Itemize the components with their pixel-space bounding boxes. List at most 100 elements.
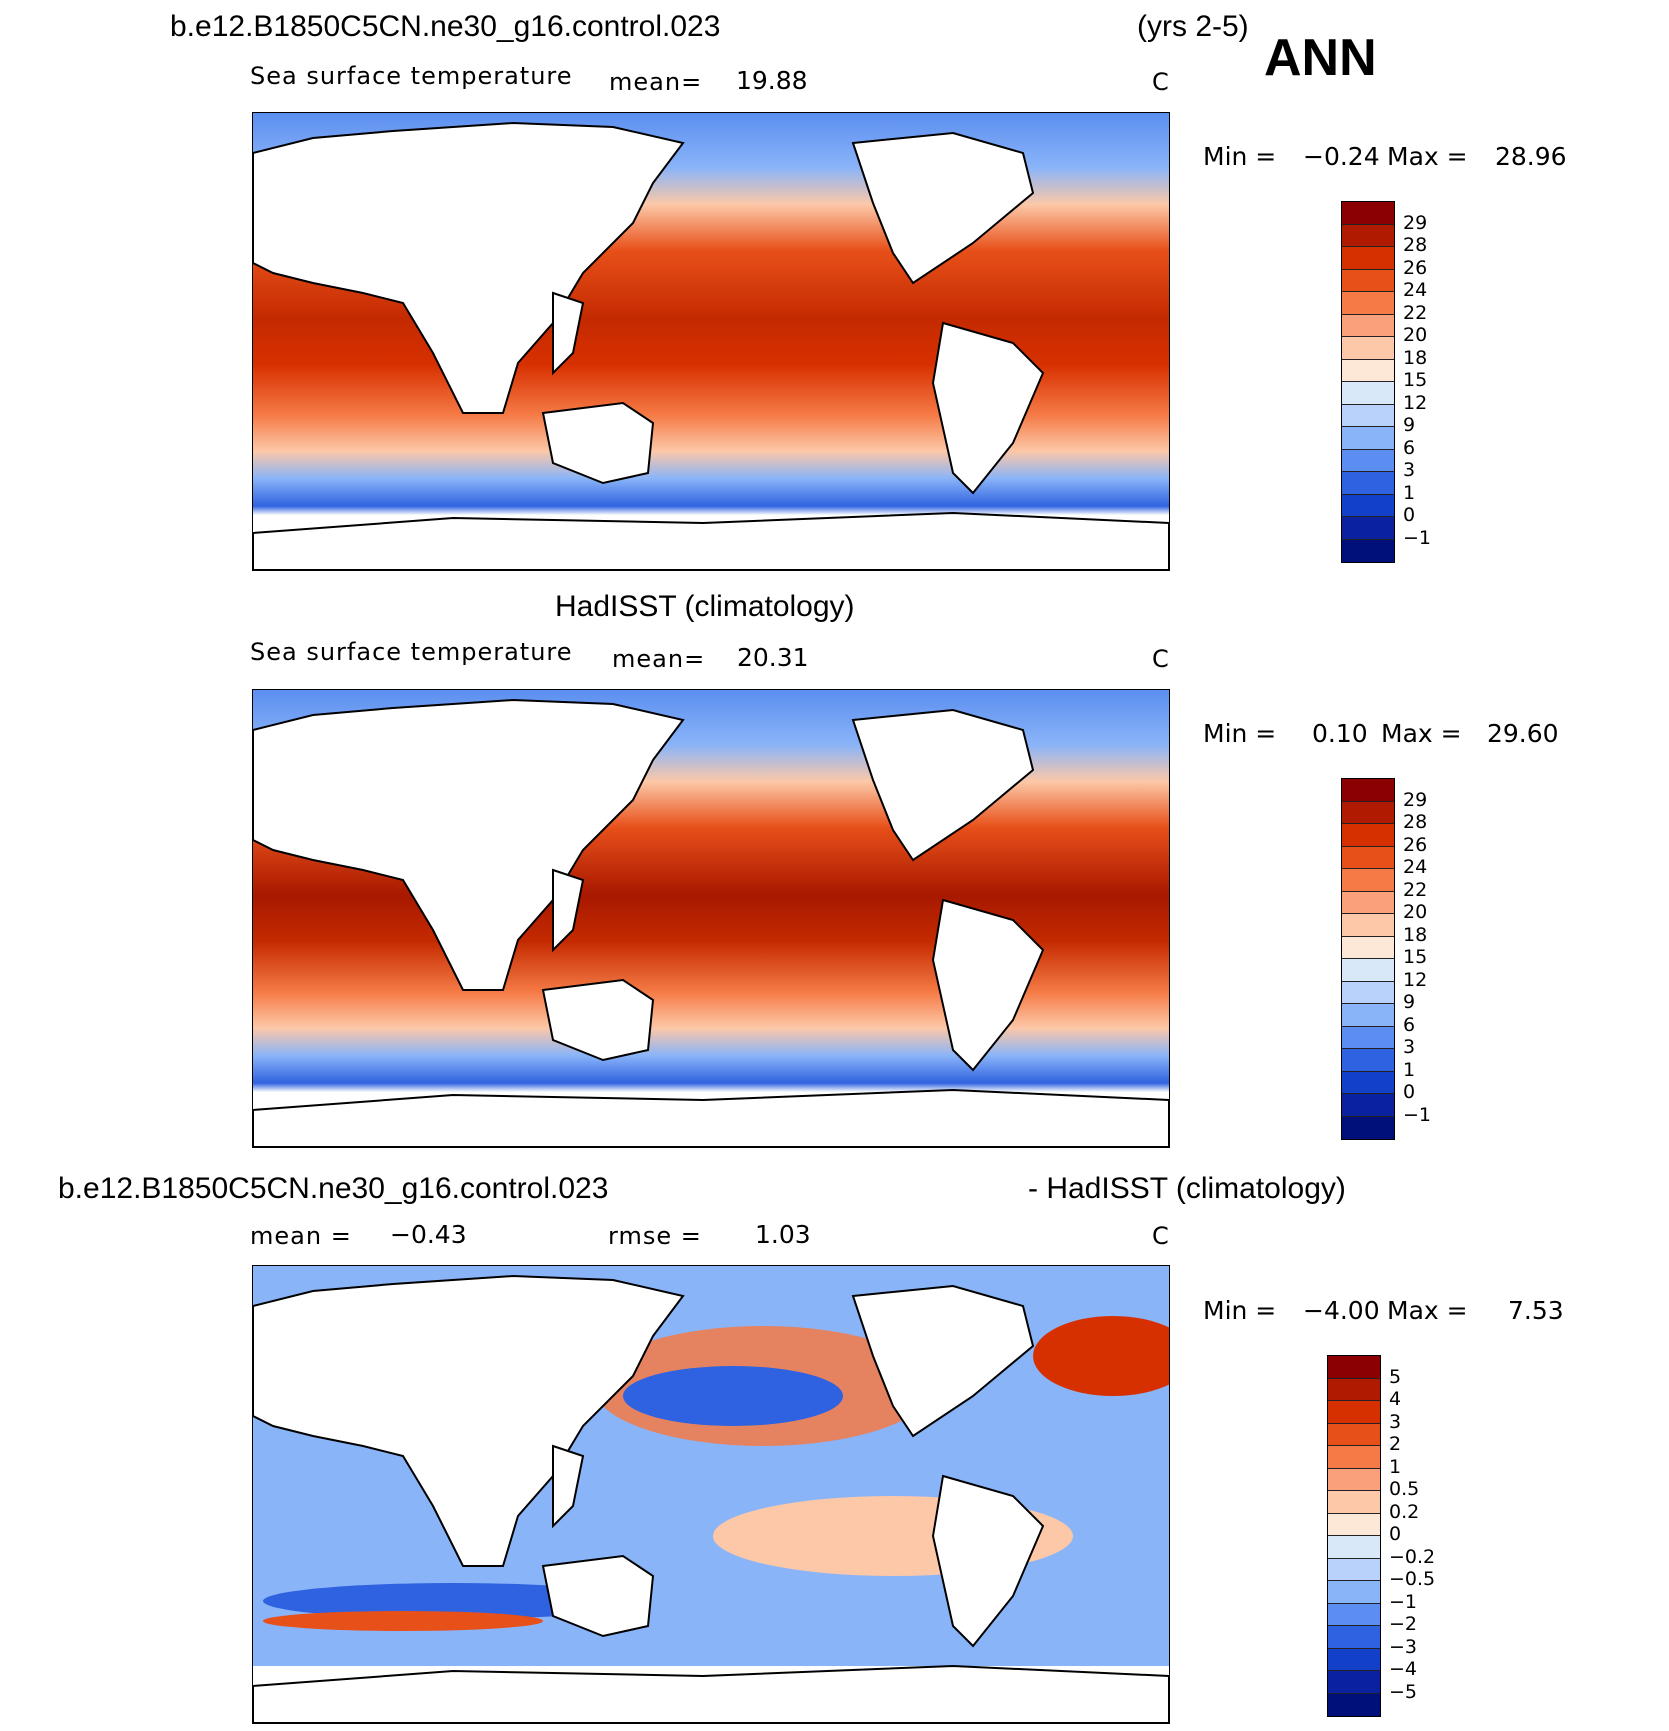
colorbar-tick-label: 15 [1403,946,1428,968]
colorbar-tick-label: 24 [1403,279,1428,301]
panel3-rmse-label: rmse = [608,1222,702,1250]
australia [541,978,655,1062]
panel3-mean-value: −0.43 [390,1220,467,1249]
india [552,868,585,953]
colorbar-swatch [1342,359,1394,382]
eurasia-africa [253,121,685,414]
panel1-min-label: Min = [1203,142,1277,171]
colorbar-swatch [1342,891,1394,914]
colorbar-tick-label: 29 [1403,788,1428,811]
diff-pos-southern [263,1611,543,1631]
colorbar-swatch [1342,472,1394,495]
panel2-mean-value: 20.31 [737,643,809,672]
colorbar-tick-label: 20 [1403,901,1428,923]
colorbar-swatch [1342,1004,1394,1027]
north-america [851,1284,1035,1438]
panel3-title-right: - HadISST (climatology) [1028,1172,1346,1205]
panel1-units: C [1152,68,1170,96]
panel2-mean-label: mean= [612,645,706,673]
colorbar-tick-label: 18 [1403,923,1428,946]
colorbar-swatch [1342,801,1394,824]
colorbar-swatch [1342,517,1394,540]
diff-neg-npacific [623,1366,843,1426]
panel3-max-value: 7.53 [1508,1296,1564,1325]
eurasia-africa [253,1274,685,1567]
panel2-min-value: 0.10 [1312,719,1368,748]
panel2-units: C [1152,645,1170,673]
panel3-mean-label: mean = [250,1222,352,1250]
india [552,1444,585,1529]
panel2-variable: Sea surface temperature [250,638,573,666]
colorbar-swatch [1328,1356,1380,1379]
colorbar-tick-label: 1 [1403,481,1416,504]
panel3-min-value: −4.00 [1303,1296,1380,1325]
colorbar-tick-label: −3 [1389,1635,1418,1658]
colorbar-swatch [1328,1603,1380,1626]
panel3-units: C [1152,1222,1170,1250]
land-masses [253,698,1169,1147]
years-label: (yrs 2-5) [1137,10,1249,43]
colorbar-tick-label: 22 [1403,301,1428,324]
colorbar-tick-label: 18 [1403,346,1428,369]
panel3-min-label: Min = [1203,1296,1277,1325]
colorbar-swatch [1342,959,1394,982]
colorbar-swatch [1328,1423,1380,1446]
colorbar-swatch [1342,247,1394,270]
south-america [931,1474,1045,1648]
colorbar-swatch [1342,314,1394,337]
colorbar-tick-label: −1 [1403,526,1432,549]
colorbar-swatch [1328,1468,1380,1491]
colorbar-swatch [1342,449,1394,472]
colorbar-tick-label: 0.5 [1389,1478,1420,1500]
colorbar-swatch [1342,779,1394,802]
colorbar-swatch [1342,914,1394,937]
colorbar-tick-label: 26 [1403,833,1428,856]
colorbar-swatch [1342,202,1394,225]
panel2-max-label: Max = [1381,719,1462,748]
colorbar-swatch [1328,1693,1380,1716]
north-america [851,708,1035,862]
colorbar-tick-label: −1 [1403,1103,1432,1126]
antarctica [253,1664,1169,1723]
panel3-max-label: Max = [1387,1296,1468,1325]
colorbar-swatch [1328,1536,1380,1559]
colorbar-swatch [1342,539,1394,562]
south-america [931,321,1045,495]
australia [541,1554,655,1638]
panel1-mean-value: 19.88 [736,66,808,95]
panel3-map [252,1265,1170,1724]
north-america [851,131,1035,285]
land-masses [253,1274,1169,1723]
colorbar-tick-label: 20 [1403,324,1428,346]
colorbar-tick-label: 24 [1403,856,1428,878]
colorbar-tick-label: 3 [1403,1036,1416,1058]
colorbar-tick-label: 1 [1389,1455,1402,1478]
panel2-min-label: Min = [1203,719,1277,748]
colorbar-tick-label: 0 [1403,504,1416,526]
panel1-max-label: Max = [1387,142,1468,171]
colorbar-tick-label: −0.2 [1389,1545,1436,1568]
colorbar-tick-label: 28 [1403,234,1428,256]
colorbar-tick-label: 28 [1403,811,1428,833]
australia [541,401,655,485]
colorbar-swatch [1328,1558,1380,1581]
colorbar-swatch [1328,1513,1380,1536]
colorbar-swatch [1328,1446,1380,1469]
colorbar-swatch [1342,337,1394,360]
colorbar-tick-label: 0.2 [1389,1500,1420,1523]
eurasia-africa [253,698,685,991]
season-label: ANN [1264,29,1377,87]
colorbar-tick-label: 2 [1389,1433,1402,1455]
colorbar-tick-label: 6 [1403,436,1416,459]
panel2-map [252,689,1170,1148]
panel3-rmse-value: 1.03 [755,1220,811,1249]
colorbar-swatch [1342,1116,1394,1139]
colorbar-swatch [1328,1648,1380,1671]
colorbar-swatch [1328,1581,1380,1604]
colorbar-tick-label: 12 [1403,391,1428,414]
colorbar-swatch [1342,846,1394,869]
colorbar-swatch [1342,1071,1394,1094]
colorbar-swatch [1342,292,1394,315]
panel2-title: HadISST (climatology) [555,590,855,623]
colorbar-tick-label: 22 [1403,878,1428,901]
